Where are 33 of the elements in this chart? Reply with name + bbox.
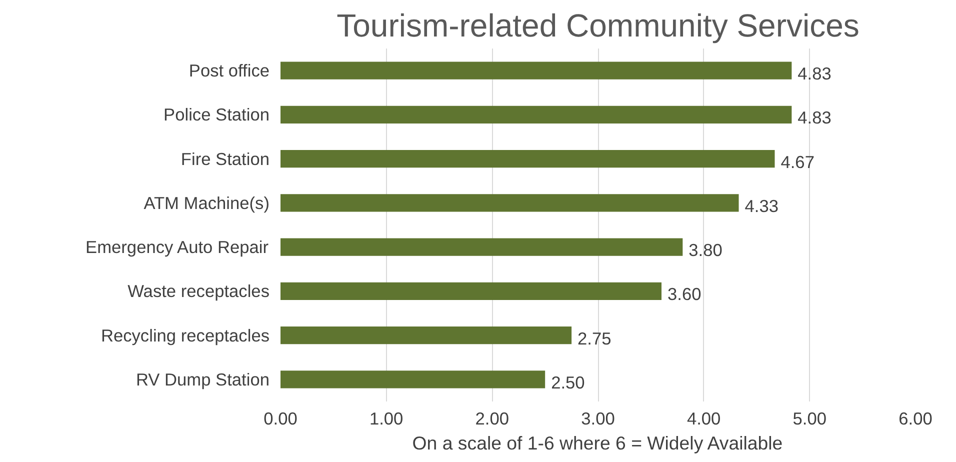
- y-tick-label: Post office: [188, 60, 270, 81]
- x-tick-label: 2.00: [475, 408, 510, 428]
- y-tick-label: Emergency Auto Repair: [86, 237, 269, 258]
- bar: [280, 150, 775, 168]
- bar: [280, 326, 572, 344]
- bar: [280, 370, 546, 388]
- x-axis-title: On a scale of 1-6 where 6 = Widely Available: [412, 432, 783, 454]
- data-label: 4.83: [798, 108, 832, 128]
- bar: [280, 106, 792, 124]
- data-label: 4.67: [780, 152, 814, 172]
- chart-title: Tourism-related Community Services: [336, 8, 860, 44]
- data-label: 2.75: [578, 328, 612, 348]
- x-tick-label: 4.00: [686, 408, 721, 428]
- bar: [280, 62, 792, 80]
- y-tick-label: Fire Station: [180, 148, 270, 169]
- data-label: 4.33: [744, 196, 778, 216]
- data-label: 3.60: [668, 284, 702, 304]
- y-tick-label: ATM Machine(s): [144, 192, 270, 213]
- data-label: 3.80: [688, 240, 722, 260]
- y-tick-label: RV Dump Station: [136, 369, 270, 390]
- x-tick-label: 5.00: [792, 408, 827, 428]
- data-label: 4.83: [798, 64, 832, 84]
- x-tick-label: 6.00: [898, 408, 932, 428]
- x-tick-label: 3.00: [581, 408, 615, 428]
- y-tick-label: Police Station: [164, 104, 270, 125]
- bar: [280, 238, 683, 256]
- data-label: 2.50: [551, 372, 585, 392]
- x-tick-label: 0.00: [264, 408, 298, 428]
- bar: [280, 282, 662, 300]
- x-tick-label: 1.00: [369, 408, 404, 428]
- y-tick-label: Waste receptacles: [128, 281, 270, 302]
- y-tick-label: Recycling receptacles: [100, 325, 270, 346]
- bar: [280, 194, 739, 212]
